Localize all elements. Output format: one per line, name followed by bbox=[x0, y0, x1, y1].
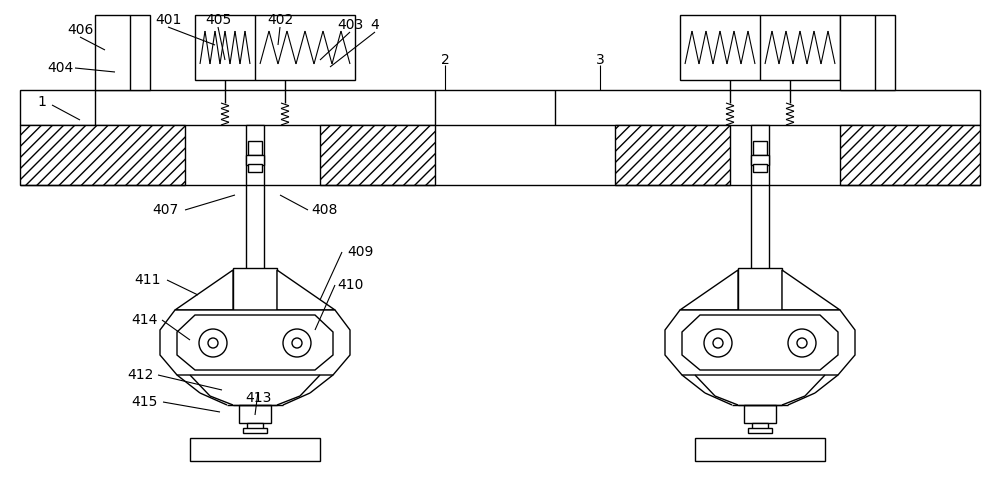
Bar bbox=[753, 141, 767, 155]
Bar bbox=[615, 125, 730, 185]
Bar bbox=[751, 125, 769, 270]
Bar bbox=[751, 155, 769, 165]
Circle shape bbox=[199, 329, 227, 357]
Bar bbox=[248, 141, 262, 155]
Bar bbox=[20, 125, 185, 185]
Text: 415: 415 bbox=[132, 395, 158, 409]
Circle shape bbox=[292, 338, 302, 348]
Text: 411: 411 bbox=[135, 273, 161, 287]
Bar bbox=[680, 15, 840, 80]
Bar bbox=[247, 423, 263, 429]
Bar bbox=[753, 164, 767, 172]
Circle shape bbox=[797, 338, 807, 348]
Text: 413: 413 bbox=[245, 391, 271, 405]
Text: 406: 406 bbox=[67, 23, 93, 37]
Text: 410: 410 bbox=[337, 278, 363, 292]
Text: 403: 403 bbox=[337, 18, 363, 32]
Bar bbox=[246, 125, 264, 270]
Bar bbox=[752, 423, 768, 429]
Bar bbox=[243, 428, 267, 433]
Polygon shape bbox=[665, 310, 855, 375]
Polygon shape bbox=[680, 270, 738, 310]
Circle shape bbox=[713, 338, 723, 348]
Text: 414: 414 bbox=[132, 313, 158, 327]
Bar bbox=[840, 125, 980, 185]
Bar bbox=[738, 268, 782, 310]
Bar bbox=[195, 15, 355, 80]
Bar bbox=[95, 15, 150, 90]
Bar bbox=[744, 405, 776, 423]
Polygon shape bbox=[175, 270, 233, 310]
Polygon shape bbox=[177, 315, 333, 370]
Bar bbox=[320, 125, 435, 185]
Bar bbox=[246, 155, 264, 165]
Bar bbox=[239, 405, 271, 423]
Bar bbox=[190, 438, 320, 461]
Circle shape bbox=[788, 329, 816, 357]
Text: 3: 3 bbox=[596, 53, 604, 67]
Text: 401: 401 bbox=[155, 13, 181, 27]
Circle shape bbox=[208, 338, 218, 348]
Text: 4: 4 bbox=[371, 18, 379, 32]
Text: 412: 412 bbox=[127, 368, 153, 382]
Bar bbox=[233, 268, 277, 310]
Bar bbox=[748, 428, 772, 433]
Text: 408: 408 bbox=[312, 203, 338, 217]
Polygon shape bbox=[682, 315, 838, 370]
Circle shape bbox=[283, 329, 311, 357]
Bar bbox=[695, 438, 825, 461]
Polygon shape bbox=[782, 270, 840, 310]
Text: 407: 407 bbox=[152, 203, 178, 217]
Polygon shape bbox=[160, 310, 350, 375]
Text: 2: 2 bbox=[441, 53, 449, 67]
Polygon shape bbox=[277, 270, 335, 310]
Text: 409: 409 bbox=[347, 245, 373, 259]
Bar bbox=[20, 90, 980, 125]
Text: 1: 1 bbox=[38, 95, 46, 109]
Circle shape bbox=[704, 329, 732, 357]
Bar bbox=[248, 164, 262, 172]
Bar bbox=[840, 15, 895, 90]
Text: 402: 402 bbox=[267, 13, 293, 27]
Text: 405: 405 bbox=[205, 13, 231, 27]
Text: 404: 404 bbox=[47, 61, 73, 75]
